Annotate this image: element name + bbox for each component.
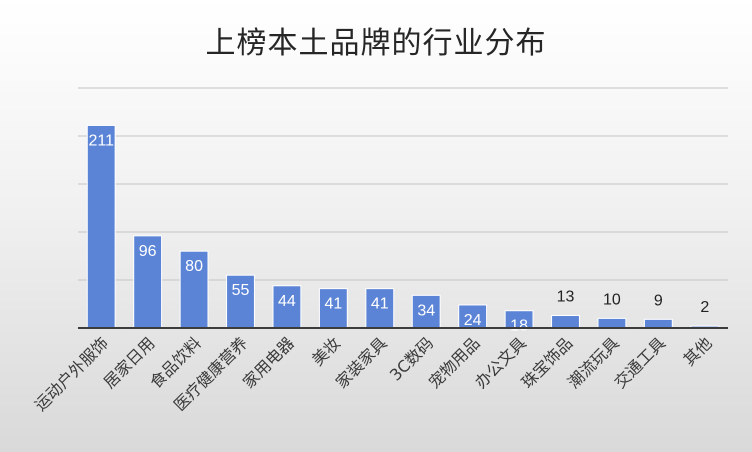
- data-label: 18: [510, 318, 528, 335]
- bar: [272, 285, 302, 329]
- bar: [551, 315, 580, 329]
- data-label: 9: [654, 292, 663, 309]
- x-tick-label: 交通工具: [610, 333, 669, 392]
- x-tick-label: 家装家具: [332, 333, 391, 392]
- bar: [226, 274, 255, 329]
- data-label: 55: [232, 282, 250, 299]
- data-label: 10: [603, 291, 621, 308]
- x-tick-label: 运动户外服饰: [31, 333, 112, 414]
- data-label: 24: [464, 312, 482, 329]
- data-label: 13: [557, 289, 575, 306]
- data-label: 211: [88, 132, 114, 149]
- bar: [179, 250, 209, 329]
- bar: [411, 294, 441, 329]
- bar: [318, 288, 348, 329]
- data-label: 34: [417, 302, 435, 319]
- data-label: 80: [185, 258, 203, 275]
- chart-title: 上榜本土品牌的行业分布: [205, 26, 547, 61]
- x-tick-label: 其他: [680, 333, 716, 369]
- data-label: 2: [700, 299, 709, 316]
- data-label: 41: [371, 296, 389, 313]
- data-label: 44: [278, 293, 296, 310]
- bar: [597, 317, 627, 329]
- data-label: 96: [139, 243, 157, 260]
- x-tick-label: 美妆: [308, 333, 344, 369]
- x-tick-label: 家用电器: [239, 333, 298, 392]
- bar: [133, 235, 163, 329]
- bar: [365, 288, 395, 329]
- bar: [643, 318, 673, 329]
- data-label: 41: [324, 296, 342, 313]
- bar: [86, 124, 116, 329]
